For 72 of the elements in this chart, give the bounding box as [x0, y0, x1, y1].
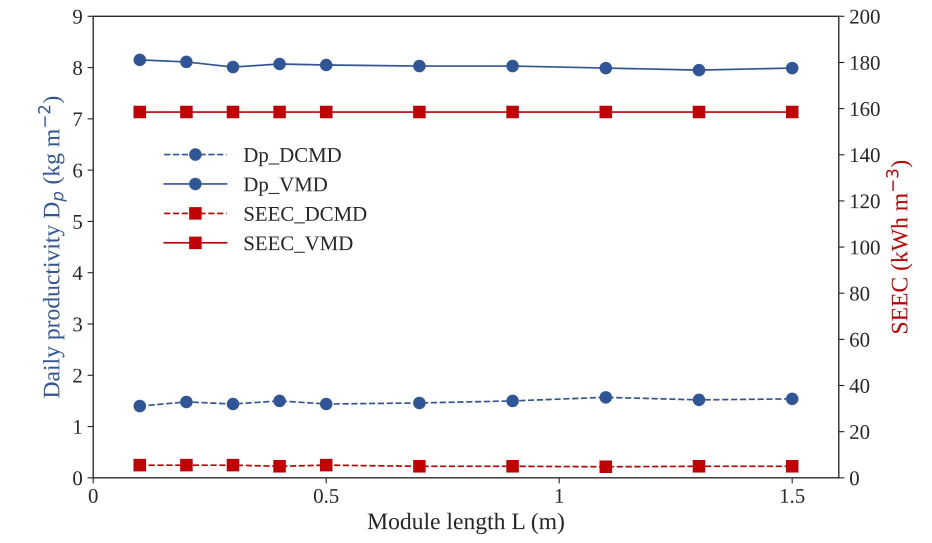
legend-label: Dp_VMD — [244, 178, 327, 196]
point — [273, 58, 286, 70]
y-tick-label: 7 — [74, 112, 82, 126]
point — [226, 60, 240, 74]
y2-tick-label: 100 — [851, 240, 880, 254]
point — [786, 460, 798, 473]
point — [600, 62, 612, 74]
point — [180, 56, 193, 68]
point — [134, 106, 146, 118]
point — [134, 400, 146, 412]
point — [600, 106, 612, 118]
point — [692, 460, 706, 473]
legend-label: SEEC_DCMD — [244, 206, 366, 224]
point — [413, 460, 426, 473]
point — [600, 391, 612, 404]
legend-label: SEEC_VMD — [244, 236, 352, 253]
point — [180, 106, 193, 118]
y2-axis-title: SEEC (kWh m$^{−3}$) — [886, 160, 912, 333]
x-tick-label: 0 — [88, 488, 98, 503]
y-tick-label: 6 — [73, 164, 82, 178]
y2-tick-label: 200 — [850, 10, 880, 24]
legend-label: Dp_DCMD — [244, 148, 341, 166]
x-tick-label: 1 — [556, 488, 564, 503]
point — [226, 458, 240, 472]
y-tick-label: 8 — [73, 60, 82, 76]
point — [506, 460, 519, 473]
point — [692, 394, 706, 406]
y2-tick-label: 0 — [850, 471, 859, 486]
point — [506, 60, 519, 72]
point — [413, 60, 426, 72]
point — [180, 396, 193, 408]
point — [134, 54, 146, 66]
point — [273, 394, 286, 408]
x-tick-label: 1.5 — [781, 488, 804, 504]
point — [506, 106, 519, 118]
y-axis-title: Daily productivity D$_{p}$ (kg m$^{−2}$) — [38, 96, 67, 398]
point — [786, 62, 798, 74]
point — [134, 458, 146, 472]
y2-tick-label: 40 — [850, 378, 870, 393]
point — [320, 458, 332, 472]
point — [320, 58, 332, 72]
y-tick-label: 1 — [74, 420, 82, 434]
y2-tick-label: 80 — [850, 286, 870, 301]
y2-tick-label: 20 — [850, 425, 870, 440]
point — [273, 106, 286, 118]
y-tick-label: 4 — [72, 266, 82, 280]
y2-tick-label: 140 — [851, 148, 880, 162]
y-tick-label: 5 — [74, 215, 82, 229]
point — [786, 392, 798, 406]
point — [413, 106, 426, 118]
y-tick-label: 0 — [73, 471, 82, 486]
point — [226, 398, 240, 410]
point — [786, 106, 798, 118]
point — [320, 398, 332, 410]
y2-tick-label: 60 — [850, 332, 870, 347]
x-tick-label: 0.5 — [314, 488, 338, 504]
y2-tick-label: 120 — [851, 194, 880, 208]
point — [273, 460, 286, 473]
y-tick-label: 3 — [73, 317, 82, 332]
x-axis-title: Module length L (m) — [368, 512, 564, 534]
y2-tick-label: 180 — [851, 56, 880, 70]
point — [226, 106, 240, 118]
point — [320, 106, 332, 118]
y-tick-label: 9 — [73, 10, 82, 24]
point — [692, 64, 706, 76]
point — [692, 106, 706, 118]
point — [180, 458, 193, 472]
point — [600, 460, 612, 474]
point — [413, 396, 426, 410]
y2-tick-label: 160 — [851, 102, 880, 116]
point — [506, 394, 519, 408]
y-tick-label: 2 — [73, 368, 82, 382]
